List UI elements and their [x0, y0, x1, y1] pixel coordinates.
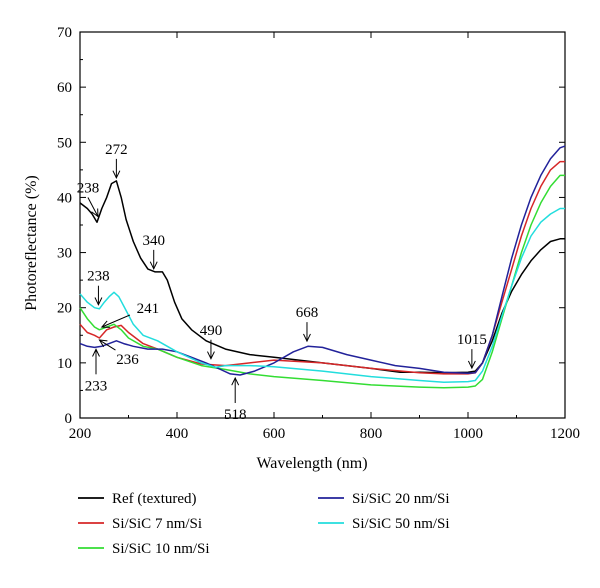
peak-label: 241	[137, 301, 160, 317]
y-tick-label: 30	[57, 246, 72, 262]
series-line-2	[79, 174, 565, 389]
legend-label: Si/SiC 50 nm/Si	[352, 516, 450, 532]
y-tick-label: 60	[57, 80, 72, 96]
annotation-arrowhead	[91, 208, 99, 218]
peak-label: 490	[200, 323, 223, 339]
annotation-arrowhead	[149, 261, 158, 271]
x-tick-label: 1000	[453, 426, 483, 442]
series-line-1	[79, 160, 565, 375]
y-tick-label: 70	[57, 25, 72, 41]
legend-label: Ref (textured)	[112, 491, 197, 507]
peak-label: 238	[87, 269, 110, 285]
legend-label: Si/SiC 10 nm/Si	[112, 541, 210, 557]
y-tick-label: 0	[65, 411, 73, 427]
peak-label: 668	[296, 305, 319, 321]
annotation-arrow	[99, 339, 116, 351]
axes: 200 400 600 800 1000 1200 0 10 20 30 40 50 60 70	[57, 25, 580, 442]
y-tick-label: 50	[57, 135, 72, 151]
annotation-arrowhead	[303, 333, 311, 343]
series-line-4	[79, 207, 565, 383]
y-tick-label: 20	[57, 301, 72, 317]
annotation-arrowhead	[98, 339, 108, 348]
x-tick-label: 1200	[550, 426, 580, 442]
annotation-arrowhead	[112, 170, 121, 180]
peak-label: 238	[77, 180, 100, 196]
annotation-arrowhead	[467, 360, 476, 370]
peak-label: 518	[224, 407, 247, 423]
x-tick-label: 200	[69, 426, 92, 442]
peak-annotations: 272 238 340 238 241 236 233 490 518 668 1015	[77, 142, 487, 423]
peak-label: 340	[142, 233, 165, 249]
annotation-arrowhead	[94, 297, 103, 306]
peak-label: 1015	[457, 332, 487, 348]
annotation-arrowhead	[207, 351, 215, 360]
annotation-arrowhead	[231, 376, 240, 386]
annotation-arrow	[87, 197, 99, 217]
legend-label: Si/SiC 20 nm/Si	[352, 491, 450, 507]
peak-label: 272	[105, 142, 128, 158]
x-tick-label: 400	[166, 426, 189, 442]
y-tick-label: 40	[57, 190, 72, 206]
legend: Ref (textured) Si/SiC 7 nm/Si Si/SiC 10 nm…	[78, 491, 450, 557]
y-tick-label: 10	[57, 356, 72, 372]
legend-label: Si/SiC 7 nm/Si	[112, 516, 202, 532]
x-tick-label: 600	[263, 426, 286, 442]
peak-label: 233	[85, 378, 108, 394]
x-tick-label: 800	[360, 426, 383, 442]
plot-frame	[79, 31, 566, 419]
annotation-arrow	[101, 314, 131, 328]
y-axis-title: Photoreflectance (%)	[23, 175, 40, 310]
annotation-arrowhead	[92, 348, 100, 357]
series-line-3	[79, 145, 566, 376]
series-lines	[79, 145, 566, 389]
peak-label: 236	[116, 352, 139, 368]
x-axis-title: Wavelength (nm)	[256, 455, 367, 472]
annotation-arrowhead	[100, 320, 110, 328]
